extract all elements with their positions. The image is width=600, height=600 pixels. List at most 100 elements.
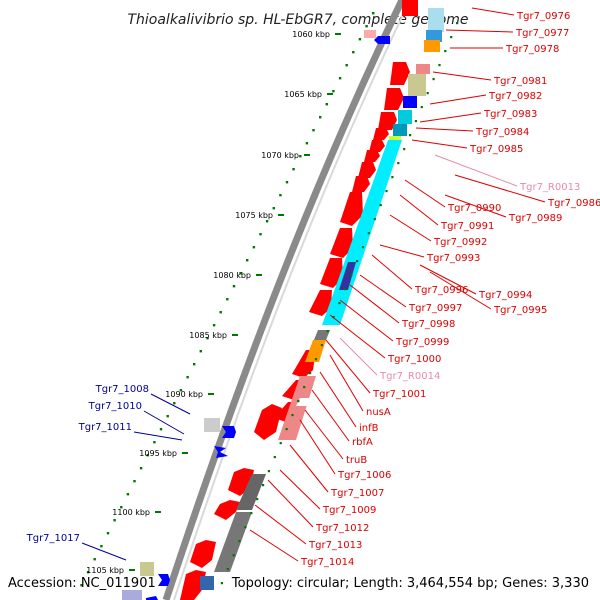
cog-box xyxy=(314,330,330,340)
gene-label[interactable]: Tgr7_1007 xyxy=(330,488,384,499)
gene-label[interactable]: Tgr7_0996 xyxy=(414,285,468,296)
tick-dot xyxy=(350,274,353,277)
gene-label[interactable]: Tgr7_1014 xyxy=(300,557,354,568)
gene-label[interactable]: Tgr7_1017 xyxy=(26,533,80,544)
gene-label[interactable]: Tgr7_0983 xyxy=(483,109,537,120)
gene-label[interactable]: Tgr7_0998 xyxy=(401,319,455,330)
tick-dot xyxy=(345,64,348,67)
gene-label[interactable]: Tgr7_0976 xyxy=(516,11,570,22)
gene-arrow xyxy=(364,150,380,162)
tick-dot xyxy=(252,246,256,249)
gene-label[interactable]: Tgr7_1000 xyxy=(387,354,441,365)
tick-dot xyxy=(438,64,441,67)
cog-box xyxy=(408,74,426,96)
tick-dot xyxy=(372,12,375,15)
gene-arrow xyxy=(402,0,418,16)
tick-dot xyxy=(86,571,90,574)
ruler-label: 1070 kbp xyxy=(261,151,299,160)
leader-line xyxy=(329,354,364,412)
tick-dot xyxy=(166,415,169,418)
leader-line xyxy=(279,469,321,510)
leader-line xyxy=(81,542,127,561)
gene-label[interactable]: Tgr7_0981 xyxy=(493,76,547,87)
cog-box xyxy=(398,110,412,124)
tick-dot xyxy=(186,376,189,379)
gene-label[interactable]: Tgr7_0978 xyxy=(505,44,559,55)
ruler-label: 1085 kbp xyxy=(189,331,227,340)
gene-label[interactable]: Tgr7_0989 xyxy=(508,213,562,224)
tick-dot xyxy=(403,148,406,151)
tick-dot xyxy=(420,106,423,109)
tick-dot xyxy=(305,142,309,145)
cog-box xyxy=(416,64,430,74)
tick-dot xyxy=(159,428,163,431)
tick-dot xyxy=(239,272,242,275)
gene-label[interactable]: Tgr7_1006 xyxy=(337,470,391,481)
tick-dot xyxy=(303,386,306,389)
gene-label[interactable]: Tgr7_1011 xyxy=(78,422,132,433)
gene-label[interactable]: Tgr7_1012 xyxy=(315,523,369,534)
tick-dot xyxy=(100,545,103,548)
leader-line xyxy=(150,393,191,415)
gene-label[interactable]: Tgr7_0993 xyxy=(426,253,480,264)
tick-dot xyxy=(106,532,110,535)
gene-label[interactable]: Tgr7_0990 xyxy=(447,203,501,214)
ruler-label: 1080 kbp xyxy=(213,271,251,280)
tick-dot xyxy=(120,506,123,509)
cog-box xyxy=(426,30,442,42)
leader-line xyxy=(359,274,407,308)
gene-label[interactable]: Tgr7_R0014 xyxy=(379,371,440,382)
gene-label[interactable]: Tgr7_1008 xyxy=(95,384,149,395)
leader-line xyxy=(267,479,314,528)
genome-backbone-shadow xyxy=(173,0,411,600)
tick-dot xyxy=(212,324,216,327)
gene-label[interactable]: Tgr7_1010 xyxy=(88,401,142,412)
gene-label[interactable]: Tgr7_0985 xyxy=(469,144,523,155)
tick-dot xyxy=(179,389,183,392)
tick-dot xyxy=(426,92,429,95)
gene-label[interactable]: Tgr7_0999 xyxy=(395,337,449,348)
gene-label[interactable]: Tgr7_0994 xyxy=(478,290,532,301)
gene-label[interactable]: Tgr7_R0013 xyxy=(519,182,580,193)
leader-line xyxy=(133,431,183,441)
leader-line xyxy=(339,299,394,342)
tick-dot xyxy=(273,456,276,459)
gene-label[interactable]: Tgr7_0991 xyxy=(440,221,494,232)
gene-label[interactable]: Tgr7_0995 xyxy=(493,305,547,316)
gene-arrow xyxy=(320,258,343,288)
tick-dot xyxy=(193,363,196,366)
cog-box xyxy=(296,398,316,406)
gene-label[interactable]: Tgr7_1009 xyxy=(322,505,376,516)
gene-label[interactable]: Tgr7_1001 xyxy=(372,389,426,400)
reverse-strand-genes xyxy=(146,36,390,600)
leader-line xyxy=(471,7,515,16)
tick-dot xyxy=(391,176,394,179)
gene-label[interactable]: Tgr7_0992 xyxy=(433,237,487,248)
gene-label[interactable]: nusA xyxy=(366,407,391,418)
gene-label[interactable]: truB xyxy=(346,455,367,466)
tick-dot xyxy=(219,311,222,314)
tick-dot xyxy=(267,470,270,473)
leader-line xyxy=(419,112,482,123)
leader-line xyxy=(311,389,350,442)
tick-dot xyxy=(312,129,315,132)
gene-label[interactable]: infB xyxy=(359,423,379,434)
tick-dot xyxy=(265,220,269,223)
gene-label[interactable]: Tgr7_0977 xyxy=(515,28,569,39)
gene-label[interactable]: Tgr7_0986 xyxy=(547,198,600,209)
gene-label[interactable]: Tgr7_0997 xyxy=(408,303,462,314)
leader-line xyxy=(319,371,357,428)
gene-label[interactable]: Tgr7_1013 xyxy=(308,540,362,551)
tick-dot xyxy=(246,259,249,262)
gene-label[interactable]: rbfA xyxy=(352,437,373,448)
gene-label[interactable]: Tgr7_0982 xyxy=(488,91,542,102)
gene-label[interactable]: Tgr7_0984 xyxy=(475,127,529,138)
cog-box xyxy=(428,8,444,32)
ruler-label: 1105 kbp xyxy=(86,566,124,575)
leader-line xyxy=(389,214,432,242)
tick-dot xyxy=(409,134,412,137)
tick-dot xyxy=(232,554,235,557)
tick-dot xyxy=(250,512,253,515)
tick-dot xyxy=(352,51,355,54)
